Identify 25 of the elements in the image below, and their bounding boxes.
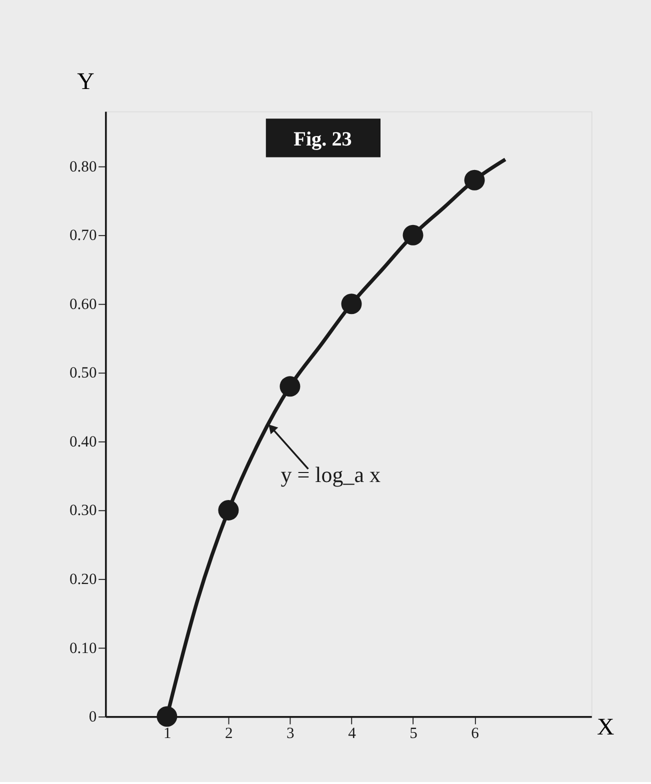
y-tick-label: 0.20 — [69, 571, 97, 588]
point — [341, 294, 362, 314]
x-tick-label: 5 — [410, 725, 418, 742]
y-axis-title: Y — [77, 68, 94, 95]
y-tick-label: 0.50 — [69, 364, 97, 382]
point — [464, 170, 485, 190]
x-tick-label: 1 — [164, 725, 172, 742]
x-axis-title: X — [597, 714, 614, 740]
y-tick-label: 0 — [88, 708, 97, 726]
x-tick-label: 4 — [348, 725, 356, 742]
point — [280, 376, 300, 397]
point — [402, 224, 424, 246]
y-tick-label: 0.70 — [69, 227, 97, 244]
text: Fig. 23 — [294, 128, 352, 150]
y-tick-label: 0.80 — [69, 158, 97, 176]
y-tick-label: 0.10 — [69, 640, 97, 657]
y-tick-label: 0.60 — [69, 296, 97, 313]
annotation: y = log_a x — [280, 462, 380, 487]
point — [218, 500, 239, 520]
y-tick-label: 0.40 — [69, 433, 97, 450]
point — [156, 706, 178, 727]
x-tick-label: 6 — [471, 725, 480, 742]
y-tick-label: 0.30 — [69, 502, 97, 520]
x-tick-label: 2 — [225, 725, 233, 742]
x-tick-label: 3 — [286, 725, 295, 742]
